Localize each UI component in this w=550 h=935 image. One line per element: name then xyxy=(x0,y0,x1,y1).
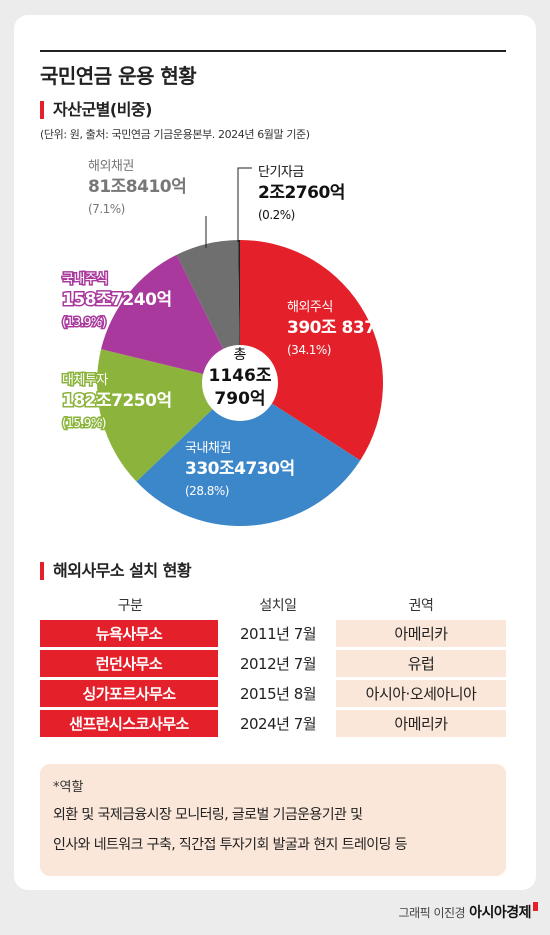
brand-mark xyxy=(533,902,538,911)
center-total-jo: 1146조 xyxy=(209,366,272,386)
office-region: 아메리카 xyxy=(336,710,506,737)
table-row: 런던사무소 2012년 7월 유럽 xyxy=(40,650,506,677)
office-region: 유럽 xyxy=(336,650,506,677)
slice-label-2-name: 국내채권 xyxy=(185,441,231,456)
header-region: 권역 xyxy=(408,598,434,614)
office-date: 2011년 7월 xyxy=(220,620,336,647)
slice-label-1-value: 390조 8370억 xyxy=(287,318,402,338)
role-box: *역할 외환 및 국제금융시장 모니터링, 글로벌 기금운용기관 및 인사와 네… xyxy=(40,764,506,876)
slice-label-3-name: 대체투자 xyxy=(62,373,108,388)
asset-pie-chart: 총 1146조 790억 해외주식 390조 8370억 (34.1%) 국내채권 330조4… xyxy=(60,159,402,527)
slice-label-3-pct: (15.9%) xyxy=(62,416,106,430)
table-row: 싱가포르사무소 2015년 8월 아시아·오세아니아 xyxy=(40,680,506,707)
slice-label-1-pct: (34.1%) xyxy=(287,343,331,357)
slice-label-5-value: 81조8410억 xyxy=(88,177,186,197)
slice-label-6-pct: (0.2%) xyxy=(258,208,295,222)
office-name: 싱가포르사무소 xyxy=(40,680,220,707)
pie-center-hole xyxy=(202,345,278,421)
slice-label-6-value: 2조2760억 xyxy=(258,183,345,203)
asset-section-title: 자산군별(비중) xyxy=(40,101,152,119)
office-date: 2015년 8월 xyxy=(220,680,336,707)
table-row: 샌프란시스코사무소 2024년 7월 아메리카 xyxy=(40,710,506,737)
role-label: *역할 xyxy=(53,780,84,795)
credit-prefix: 그래픽 이진경 xyxy=(398,906,466,920)
slice-label-5-pct: (7.1%) xyxy=(88,202,125,216)
unit-source-note: (단위: 원, 출처: 국민연금 기금운용본부. 2024년 6월말 기준) xyxy=(40,128,310,141)
pie-slice-2 xyxy=(136,383,361,527)
center-label: 총 xyxy=(234,347,247,363)
slice-label-5-name: 해외채권 xyxy=(88,159,134,174)
brand-name: 아시아경제 xyxy=(469,905,531,921)
credit: 그래픽 이진경 아시아경제 xyxy=(399,902,538,922)
role-line-2: 인사와 네트워크 구축, 직간접 투자기회 발굴과 현지 트레이딩 등 xyxy=(53,837,408,853)
office-region: 아메리카 xyxy=(336,620,506,647)
role-line-1: 외환 및 국제금융시장 모니터링, 글로벌 기금운용기관 및 xyxy=(53,807,363,823)
slice-label-4-pct: (13.9%) xyxy=(62,315,106,329)
pie-slice-5 xyxy=(176,240,240,383)
office-date: 2024년 7월 xyxy=(220,710,336,737)
page-title: 국민연금 운용 현황 xyxy=(40,64,197,88)
office-section-title: 해외사무소 설치 현황 xyxy=(40,562,192,580)
center-total-eok: 790억 xyxy=(214,389,265,409)
slice-label-4-value: 158조7240억 xyxy=(62,290,172,310)
slice-label-6-name: 단기자금 xyxy=(258,165,304,180)
office-table-header: 구분 설치일 권역 xyxy=(40,593,506,617)
office-name: 뉴욕사무소 xyxy=(40,620,220,647)
slice-label-4-name: 국내주식 xyxy=(62,272,108,287)
office-date: 2012년 7월 xyxy=(220,650,336,677)
office-region: 아시아·오세아니아 xyxy=(336,680,506,707)
office-name: 런던사무소 xyxy=(40,650,220,677)
title-rule xyxy=(40,50,506,52)
table-row: 뉴욕사무소 2011년 7월 아메리카 xyxy=(40,620,506,647)
office-name: 샌프란시스코사무소 xyxy=(40,710,220,737)
pie-slice-4 xyxy=(101,254,240,383)
pie-slice-1 xyxy=(240,240,384,461)
header-category: 구분 xyxy=(117,598,143,614)
slice-label-2-pct: (28.8%) xyxy=(185,484,229,498)
header-date: 설치일 xyxy=(259,598,297,614)
leader-line-short-term xyxy=(237,167,252,242)
slice-label-1-name: 해외주식 xyxy=(287,300,333,315)
office-table: 구분 설치일 권역 뉴욕사무소 2011년 7월 아메리카 런던사무소 2012… xyxy=(40,590,506,740)
slice-label-3-value: 182조7250억 xyxy=(62,391,172,411)
slice-label-2-value: 330조4730억 xyxy=(185,459,295,479)
